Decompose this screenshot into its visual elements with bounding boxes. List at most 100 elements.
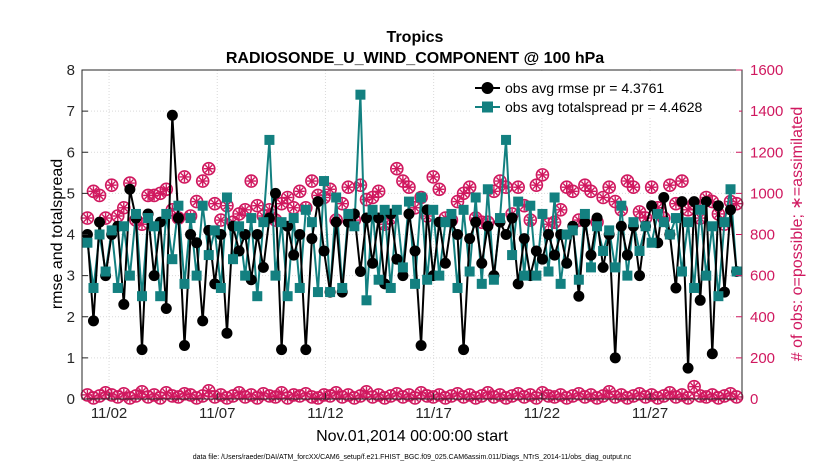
spread-point: [458, 204, 469, 215]
y-axis-right-label: # of obs: o=possible; ∗=assimilated: [789, 107, 806, 361]
y-axis-left-label: rmse and totalspread: [49, 159, 66, 309]
star-stroke: [659, 391, 668, 400]
rmse-point: [257, 261, 269, 273]
y-tick-label-right: 600: [750, 268, 775, 285]
spread-point: [106, 225, 117, 236]
star-stroke: [477, 391, 486, 400]
rmse-point: [300, 344, 312, 356]
star-stroke: [629, 183, 638, 192]
spread-point: [403, 196, 414, 207]
spread-point: [373, 274, 384, 285]
obs-assimilated-point: [294, 186, 305, 197]
star-stroke: [326, 185, 335, 194]
spread-point: [325, 287, 336, 298]
obs-assimilated-point: [683, 392, 694, 403]
obs-possible-point: [511, 180, 525, 195]
star-stroke: [538, 170, 547, 179]
rmse-point: [676, 196, 688, 208]
star-stroke: [356, 391, 365, 400]
star-stroke: [568, 187, 577, 196]
obs-possible-point: [675, 174, 689, 188]
obs-assimilated-point: [325, 184, 336, 195]
obs-assimilated-point: [482, 387, 493, 398]
spread-point: [179, 278, 190, 289]
star-stroke: [586, 187, 596, 196]
star-stroke: [580, 181, 589, 190]
obs-possible-point: [280, 190, 295, 205]
obs-assimilated-point: [628, 182, 639, 193]
star-stroke: [313, 393, 322, 403]
rmse-point: [178, 340, 190, 352]
obs-possible-point: [250, 198, 265, 213]
star-stroke: [429, 172, 438, 181]
obs-possible-point: [663, 178, 677, 192]
spread-point: [658, 217, 669, 228]
rmse-point: [585, 249, 597, 261]
rmse-point: [124, 183, 136, 195]
obs-possible-point: [535, 168, 550, 182]
star-stroke: [289, 203, 298, 212]
obs-assimilated-point: [555, 204, 566, 215]
star-stroke: [623, 177, 632, 186]
rmse-point: [700, 196, 712, 208]
rmse-point: [579, 216, 591, 228]
spread-point: [276, 217, 287, 228]
rmse-point: [609, 352, 621, 364]
obs-possible-point: [626, 180, 641, 195]
obs-assimilated-point: [434, 184, 445, 195]
obs-assimilated-point: [306, 176, 317, 187]
rmse-point: [670, 282, 682, 294]
rmse-point: [597, 261, 609, 273]
star-stroke: [253, 201, 262, 210]
rmse-point: [160, 303, 172, 315]
rmse-point: [694, 294, 706, 306]
star-stroke: [665, 388, 674, 397]
spread-point: [391, 204, 402, 215]
star-stroke: [198, 177, 207, 186]
rmse-point: [470, 216, 482, 228]
star-stroke: [228, 391, 238, 400]
star-stroke: [253, 393, 262, 403]
rmse-point: [318, 245, 330, 257]
rmse-point: [166, 109, 178, 121]
obs-assimilated-point: [203, 163, 214, 174]
y-tick-label-left: 3: [67, 268, 75, 285]
star-stroke: [332, 388, 341, 397]
spread-point: [282, 291, 293, 302]
star-stroke: [465, 183, 474, 192]
spread-point: [234, 221, 245, 232]
star-stroke: [435, 185, 444, 194]
rmse-point: [354, 266, 366, 278]
obs-assimilated-point: [689, 381, 700, 392]
y-tick-label-right: 1400: [750, 103, 783, 120]
spread-point: [367, 204, 378, 215]
spread-point: [149, 221, 160, 232]
obs-assimilated-point: [373, 186, 384, 197]
obs-possible-point: [195, 174, 210, 188]
rmse-point: [191, 237, 203, 249]
y-tick-label-right: 200: [750, 350, 775, 367]
star-stroke: [283, 393, 292, 403]
star-stroke: [107, 181, 116, 190]
spread-point: [452, 282, 463, 293]
star-stroke: [192, 197, 201, 206]
obs-assimilated-point: [391, 163, 402, 174]
obs-assimilated-point: [464, 182, 475, 193]
spread-point: [701, 270, 712, 281]
rmse-point: [136, 344, 148, 356]
star-stroke: [247, 177, 256, 186]
rmse-point: [397, 270, 409, 282]
x-tick-label: 11/22: [524, 405, 560, 422]
rmse-point: [688, 196, 700, 208]
y-axis-right: 0 200 400 600 800 1000 1200 1400 1600: [736, 62, 783, 408]
spread-point: [598, 245, 609, 256]
star-stroke: [556, 205, 565, 214]
x-axis: 11/02 11/07 11/12 11/17 11/22 11/27: [91, 393, 668, 422]
obs-assimilated-point: [161, 184, 172, 195]
star-stroke: [89, 187, 98, 196]
rmse-point: [706, 348, 718, 360]
spread-point: [203, 250, 214, 261]
spread-point: [592, 221, 603, 232]
spread-point: [719, 217, 730, 228]
spread-point: [118, 221, 129, 232]
